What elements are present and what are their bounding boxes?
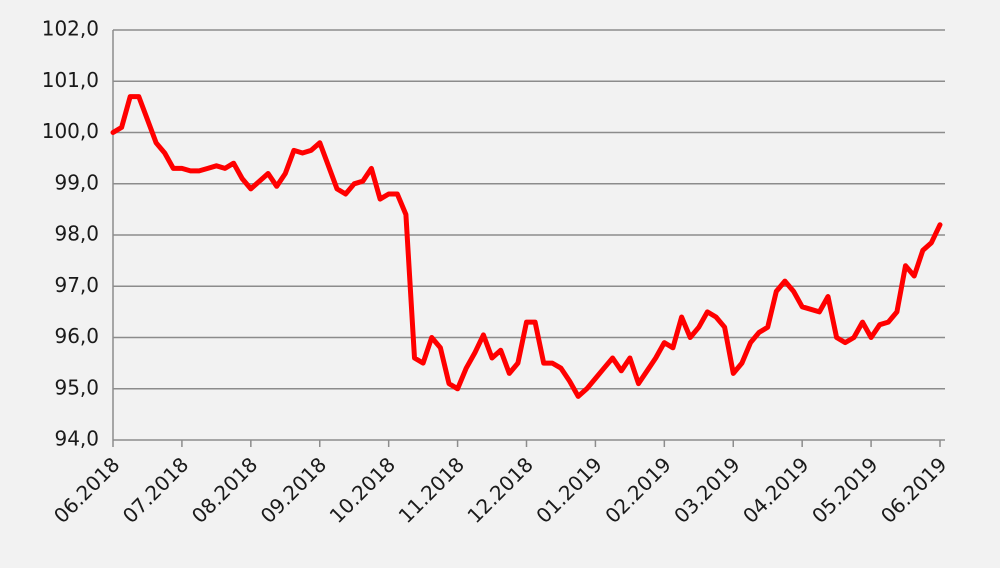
y-tick-label: 99,0: [54, 170, 99, 194]
y-tick-label: 96,0: [54, 324, 99, 348]
y-tick-label: 97,0: [54, 273, 99, 297]
y-tick-label: 102,0: [42, 17, 99, 41]
y-tick-label: 98,0: [54, 222, 99, 246]
data-line: [110, 94, 943, 399]
y-tick-label: 100,0: [42, 119, 99, 143]
y-tick-label: 101,0: [42, 68, 99, 92]
y-tick-label: 94,0: [54, 427, 99, 451]
y-tick-label: 95,0: [54, 375, 99, 399]
